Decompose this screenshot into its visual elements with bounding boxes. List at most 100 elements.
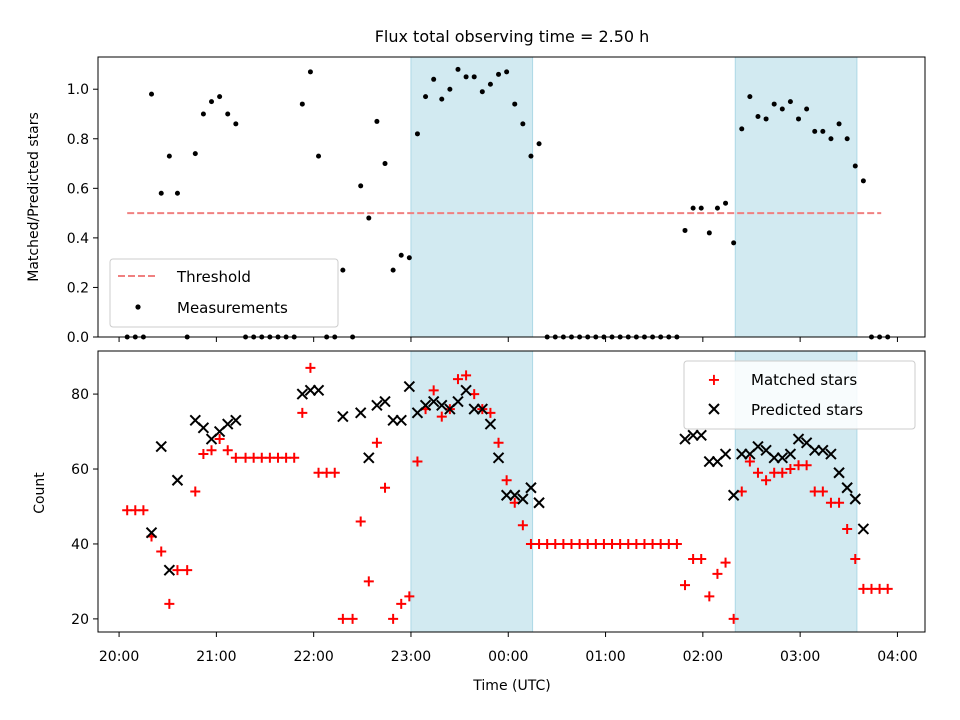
predicted-star-point (145, 527, 158, 539)
measurement-point (520, 121, 526, 127)
matched-star-point (517, 520, 528, 531)
count-y-tick-label: 60 (71, 462, 89, 478)
predicted-star-point (695, 429, 707, 442)
matched-star-point (428, 385, 439, 396)
matched-star-point (182, 565, 193, 576)
measurement-point (731, 240, 737, 246)
measurement-point (536, 141, 542, 147)
measurement-point (828, 136, 834, 142)
predicted-star-point (752, 440, 764, 453)
predicted-star-point (525, 482, 537, 494)
measurement-point (174, 190, 180, 196)
predicted-star-point (312, 384, 325, 397)
ratio-y-tick-label: 0.4 (67, 231, 89, 247)
matched-star-point (206, 445, 217, 456)
measurement-point (307, 69, 313, 75)
ratio-shaded-spans (410, 56, 858, 338)
predicted-star-point (452, 395, 464, 408)
predicted-star-point (371, 399, 383, 412)
matched-star-point (222, 445, 233, 456)
count-panel: 20 40 60 80 20:00 21:00 22:00 23:00 00:00 01:00 0… (32, 350, 926, 694)
measurement-point (158, 190, 164, 196)
predicted-star-point (363, 452, 375, 464)
x-tick-label: 21:00 (196, 649, 236, 665)
predicted-star-point (833, 467, 845, 479)
count-y-tick-label: 40 (71, 537, 89, 553)
legend-predicted-label: Predicted stars (751, 401, 863, 419)
matched-star-point (396, 598, 407, 609)
measurement-points (124, 66, 891, 340)
matched-star-point (704, 591, 715, 602)
x-tick-label: 03:00 (780, 649, 820, 665)
matched-star-point (329, 467, 340, 478)
predicted-star-point (163, 564, 176, 576)
observing-span (410, 56, 534, 338)
predicted-star-point (727, 489, 740, 501)
measurement-point (812, 128, 818, 134)
x-tick-label: 01:00 (585, 649, 625, 665)
measurement-point (366, 215, 372, 221)
predicted-star-point (222, 418, 234, 430)
measurement-point (487, 81, 493, 87)
measurement-point (149, 91, 155, 97)
matched-star-point (785, 464, 796, 475)
legend-matched-swatch: + (707, 370, 720, 389)
matched-star-point (452, 374, 463, 385)
predicted-star-point (679, 433, 691, 445)
matched-star-point (671, 538, 682, 549)
matched-star-point (761, 475, 772, 486)
legend-measurement-swatch (135, 304, 141, 310)
predicted-star-point (197, 422, 210, 434)
matched-star-point (380, 482, 391, 493)
predicted-star-point (500, 489, 513, 501)
measurement-point (479, 89, 485, 95)
predicted-stars-points (145, 380, 870, 576)
x-tick-label: 22:00 (293, 649, 333, 665)
predicted-star-point (427, 395, 440, 408)
ratio-panel: 0.0 0.2 0.4 0.6 0.8 1.0 Matched/Predicted sta… (26, 56, 926, 346)
measurement-point (804, 106, 810, 112)
x-tick-label: 04:00 (877, 649, 917, 665)
measurement-point (374, 118, 380, 124)
x-axis-label: Time (UTC) (472, 678, 550, 694)
predicted-star-point (792, 433, 805, 445)
matched-star-point (164, 598, 175, 609)
measurement-point (471, 74, 477, 80)
matched-star-point (363, 576, 374, 587)
predicted-star-point (809, 444, 821, 456)
measurement-point (844, 136, 850, 142)
ratio-y-tick-label: 0.0 (67, 330, 89, 346)
predicted-star-point (379, 395, 391, 408)
measurement-point (192, 151, 198, 157)
measurement-point (439, 96, 445, 102)
matched-star-point (412, 456, 423, 467)
matched-star-point (337, 613, 348, 624)
measurement-point (796, 116, 802, 122)
predicted-star-point (171, 474, 184, 486)
measurement-point (233, 121, 239, 127)
predicted-star-point (517, 493, 529, 505)
ratio-y-tick-label: 1.0 (67, 82, 89, 98)
predicted-star-point (337, 410, 349, 423)
predicted-star-point (825, 448, 837, 460)
measurement-point (682, 227, 688, 233)
measurement-point (528, 153, 534, 159)
predicted-star-point (387, 414, 399, 427)
matched-star-point (347, 613, 358, 624)
measurement-point (723, 200, 729, 206)
measurement-point (414, 131, 420, 137)
measurement-point (299, 101, 305, 107)
matched-star-point (720, 557, 731, 568)
predicted-star-point (849, 493, 861, 505)
predicted-star-point (736, 448, 748, 460)
measurement-point (771, 101, 777, 107)
measurement-point (496, 71, 502, 77)
matched-star-point (230, 452, 241, 463)
measurement-point (860, 178, 866, 184)
matched-star-point (842, 523, 853, 534)
ratio-y-axis-label: Matched/Predicted stars (26, 112, 42, 282)
ratio-legend-box (109, 258, 339, 328)
measurement-point (431, 76, 437, 82)
matched-star-point (744, 456, 755, 467)
measurement-point (714, 205, 720, 211)
